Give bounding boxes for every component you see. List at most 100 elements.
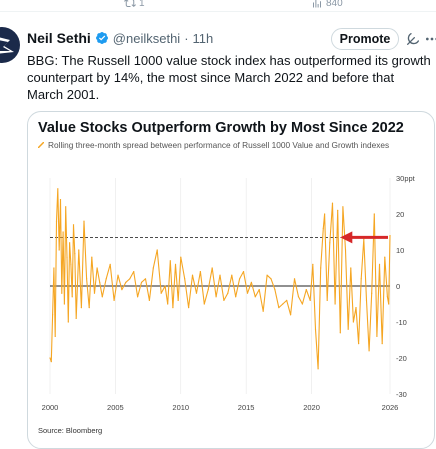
series-point [195, 292, 198, 294]
series-point [350, 267, 352, 269]
grok-icon[interactable] [405, 31, 421, 47]
series-point [322, 227, 324, 229]
chart-source: Source: Bloomberg [38, 426, 103, 435]
series-value-vs-growth [49, 188, 391, 370]
y-tick-label: -20 [396, 354, 407, 363]
series-point [246, 292, 249, 294]
series-point [250, 281, 252, 283]
series-point [74, 253, 76, 255]
series-point [199, 271, 201, 273]
series-line [49, 188, 391, 370]
series-point [262, 310, 264, 312]
series-point [63, 303, 65, 305]
series-point [113, 299, 115, 301]
series-point [331, 202, 334, 204]
series-point [58, 249, 60, 251]
series-point [235, 296, 237, 298]
series-point [180, 256, 182, 258]
legend-swatch [38, 142, 44, 148]
series-point [254, 296, 256, 298]
series-point [365, 299, 368, 301]
x-tick-label: 2010 [172, 403, 189, 412]
series-point [286, 299, 288, 301]
series-point [55, 220, 58, 222]
series-point [376, 335, 378, 337]
series-point [174, 263, 177, 265]
series-point [101, 296, 103, 298]
x-tick-label: 2015 [238, 403, 255, 412]
series-point [258, 289, 260, 291]
views-button[interactable]: 840 [311, 0, 343, 9]
series-point [52, 314, 54, 316]
avatar[interactable] [0, 26, 20, 64]
series-point [239, 278, 241, 280]
series-point [371, 292, 373, 294]
more-icon[interactable] [424, 31, 436, 47]
promote-button[interactable]: Promote [331, 28, 399, 50]
series-point [133, 271, 135, 273]
series-point [53, 267, 55, 269]
series-point [91, 256, 93, 258]
series-point [227, 292, 229, 294]
post-time[interactable]: 11h [192, 30, 214, 46]
retweet-button[interactable]: 1 [124, 0, 145, 9]
series-point [352, 321, 354, 323]
series-point [334, 303, 336, 305]
retweet-count: 1 [139, 0, 145, 9]
series-point [167, 303, 169, 305]
series-point [381, 343, 383, 345]
series-point [125, 281, 127, 283]
series-point [70, 263, 72, 265]
series-point [309, 299, 311, 301]
y-tick-label: -10 [396, 318, 407, 327]
series-point [386, 296, 388, 298]
series-point [231, 274, 233, 276]
series-point [156, 249, 158, 251]
series-point [172, 307, 174, 309]
x-tick-label: 2005 [107, 403, 124, 412]
series-point [344, 249, 347, 251]
series-point [324, 213, 326, 215]
series-point [80, 307, 82, 309]
series-point [117, 274, 119, 276]
series-point [389, 235, 391, 237]
series-point [66, 256, 68, 258]
series-point [69, 242, 71, 244]
action-bar: 1 840 [0, 0, 436, 12]
series-point [152, 267, 154, 269]
series-point [93, 292, 96, 294]
series-point [360, 278, 362, 280]
series-point [290, 314, 292, 316]
series-point [75, 317, 77, 319]
series-point [282, 303, 284, 305]
series-point [373, 213, 375, 215]
chart-title: Value Stocks Outperform Growth by Most S… [38, 120, 404, 136]
series-point [211, 267, 213, 269]
series-point [129, 278, 131, 280]
series-point [160, 292, 162, 294]
chart-card[interactable]: Value Stocks Outperform Growth by Most S… [27, 111, 435, 449]
series-point [83, 220, 85, 222]
user-handle[interactable]: @neilksethi [112, 30, 181, 46]
series-point [320, 267, 322, 269]
retweet-icon [124, 0, 136, 8]
series-point [184, 278, 186, 280]
series-point [368, 350, 370, 352]
display-name[interactable]: Neil Sethi [27, 30, 91, 46]
series-point [388, 303, 390, 305]
series-point [148, 299, 150, 301]
verified-badge-icon [95, 32, 108, 44]
series-point [169, 260, 171, 262]
series-point [59, 199, 62, 201]
series-point [137, 296, 139, 298]
series-point [96, 267, 98, 269]
series-point [337, 209, 339, 211]
y-tick-label: 0 [396, 282, 400, 291]
series-point [329, 242, 331, 244]
series-point [72, 224, 75, 226]
x-tick-label: 2026 [382, 403, 399, 412]
y-tick-label: -30 [396, 390, 407, 399]
series-point [355, 307, 357, 309]
series-point [61, 292, 63, 294]
